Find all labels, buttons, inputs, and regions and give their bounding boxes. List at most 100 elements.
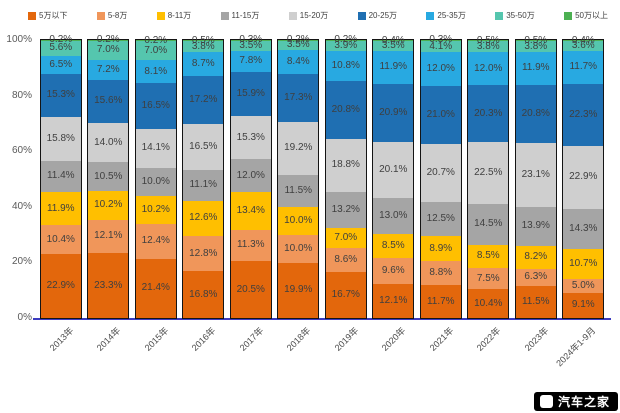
y-axis-tick-label: 40% <box>11 200 32 212</box>
segment-value-label: 8.1% <box>144 65 168 77</box>
legend-swatch-icon <box>156 12 165 20</box>
bar-segment <box>515 40 556 42</box>
segment-value-label: 11.5% <box>284 185 313 197</box>
bar-segment <box>468 289 509 318</box>
y-axis-tick-label: 100% <box>6 34 32 45</box>
legend-item-8: 50万以上 <box>564 12 608 20</box>
segment-value-label: 20.9% <box>379 106 408 118</box>
segment-value-label: 16.5% <box>189 140 218 152</box>
bar-column-0 <box>39 39 82 319</box>
y-axis-tick-label: 20% <box>11 256 32 268</box>
bar-segment <box>468 40 509 42</box>
segment-value-label: 15.6% <box>94 95 123 107</box>
segment-value-label: 20.1% <box>379 163 408 175</box>
legend-item-5: 20-25万 <box>357 12 397 20</box>
legend-item-1: 5-8万 <box>96 12 127 20</box>
legend-label: 35-50万 <box>506 11 535 20</box>
segment-value-label: 20.7% <box>426 166 455 178</box>
bar-segment <box>183 123 224 170</box>
segment-value-label: 12.5% <box>426 212 455 224</box>
bar-segment <box>278 207 319 235</box>
bar-segment <box>230 261 271 318</box>
bar-segment <box>183 200 224 236</box>
bar-segment <box>88 191 129 220</box>
bar-segment <box>135 167 176 196</box>
segment-value-label: 11.5% <box>521 296 550 307</box>
bar-segment <box>325 51 366 82</box>
segment-value-label: 3.8% <box>191 40 215 52</box>
segment-value-label: 0.3% <box>239 34 263 46</box>
bar-segment <box>40 56 81 75</box>
segment-value-label: 0.4% <box>571 34 595 46</box>
segment-value-label: 11.3% <box>236 239 265 251</box>
segment-value-label: 5.6% <box>49 42 73 54</box>
bar-segment <box>40 116 81 161</box>
bar-segment <box>230 72 271 117</box>
legend-item-2: 8-11万 <box>156 12 191 20</box>
bar-segment <box>40 40 81 57</box>
segment-value-label: 12.0% <box>236 169 265 181</box>
bar-segment <box>515 85 556 143</box>
segment-value-label: 10.0% <box>284 242 313 254</box>
segment-value-label: 23.3% <box>94 279 123 291</box>
segment-value-label: 3.8% <box>476 40 500 52</box>
bar-segment <box>135 82 176 129</box>
segment-value-label: 20.5% <box>236 283 265 295</box>
bar-segment <box>420 285 461 318</box>
legend-swatch-icon <box>495 12 504 20</box>
segment-value-label: 22.9% <box>46 280 75 292</box>
segment-value-label: 7.2% <box>96 63 120 75</box>
bar-segment <box>88 39 129 41</box>
segment-value-label: 7.5% <box>476 272 500 284</box>
segment-value-label: 11.7% <box>569 61 598 73</box>
segment-value-label: 0.2% <box>334 34 358 46</box>
bar-segment <box>135 258 176 318</box>
bar-column-4 <box>229 39 272 319</box>
bar-segment <box>40 254 81 318</box>
bar-segment <box>183 40 224 42</box>
bar-segment <box>183 76 224 124</box>
bar-segment <box>278 40 319 51</box>
bar-segment <box>373 257 414 285</box>
segment-value-label: 3.6% <box>571 40 595 52</box>
segment-value-label: 10.4% <box>46 233 75 245</box>
bar-segment <box>88 40 129 60</box>
segment-value-label: 10.2% <box>94 199 123 211</box>
segment-value-label: 8.5% <box>476 250 500 262</box>
chart-legend: 5万以下 5-8万 8-11万 11-15万 15-20万 20-25万 25-35万 35-… <box>28 12 608 20</box>
segment-value-label: 7.0% <box>96 44 120 55</box>
segment-value-label: 7.8% <box>239 55 263 67</box>
bar-segment <box>515 207 556 246</box>
bar-segment <box>135 60 176 83</box>
bar-column-9 <box>467 39 510 319</box>
segment-value-label: 12.6% <box>189 212 218 224</box>
segment-value-label: 12.0% <box>426 62 455 74</box>
segment-value-label: 8.2% <box>524 251 548 263</box>
legend-swatch-icon <box>288 12 297 20</box>
bar-segment <box>420 40 461 41</box>
bar-segment <box>278 262 319 318</box>
bar-segment <box>230 192 271 230</box>
bar-segment <box>278 121 319 176</box>
bar-segment <box>135 224 176 259</box>
y-axis-tick-label: 0% <box>17 312 32 323</box>
legend-swatch-icon <box>357 12 366 20</box>
segment-value-label: 3.5% <box>286 39 310 51</box>
segment-value-label: 16.8% <box>189 288 218 300</box>
segment-value-label: 15.3% <box>236 131 265 143</box>
segment-value-label: 11.7% <box>426 295 455 307</box>
bar-column-3 <box>182 39 225 319</box>
segment-value-label: 17.2% <box>189 94 218 106</box>
y-axis-tick-label: 60% <box>11 145 32 157</box>
bar-segment <box>88 253 129 318</box>
bar-segment <box>278 234 319 263</box>
segment-value-label: 17.3% <box>284 91 313 103</box>
segment-value-label: 13.2% <box>331 203 360 215</box>
bar-segment <box>135 40 176 41</box>
legend-swatch-icon <box>28 12 36 20</box>
bar-segment <box>468 204 509 245</box>
bar-segment <box>563 292 604 318</box>
segment-value-label: 12.8% <box>189 247 218 259</box>
bar-segment <box>373 41 414 51</box>
segment-value-label: 13.9% <box>521 220 550 232</box>
